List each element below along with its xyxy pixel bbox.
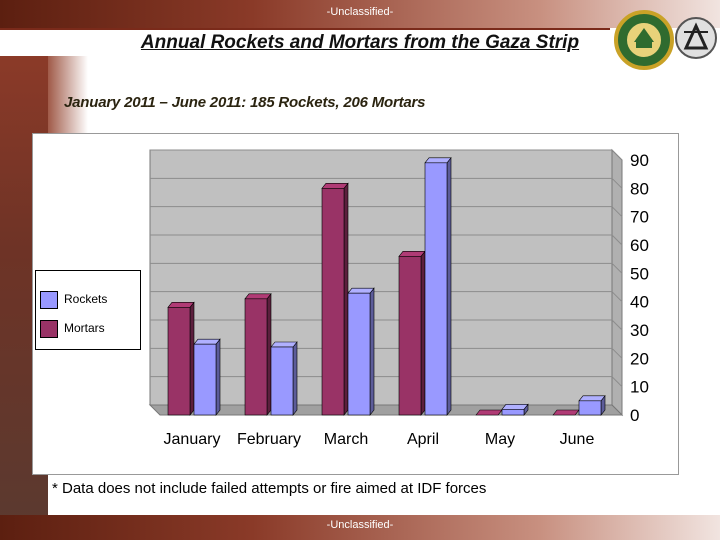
emblem-logo <box>614 10 717 70</box>
bar-side-rockets <box>446 156 452 416</box>
bar-top-mortars <box>167 302 195 308</box>
bar-side-rockets <box>369 287 375 416</box>
bottom-banner <box>0 515 720 540</box>
top-banner <box>0 0 720 28</box>
bar-rockets <box>578 400 602 416</box>
gridline-side <box>611 149 623 161</box>
x-tick-label: April <box>407 431 439 448</box>
legend-label-mortars: Mortars <box>64 321 105 335</box>
bar-side-rockets <box>215 338 221 416</box>
y-tick-label: 20 <box>630 349 649 368</box>
bar-rockets <box>270 346 294 416</box>
gridline-side <box>611 376 623 388</box>
gridline-side <box>611 291 623 303</box>
gridline-side <box>611 319 623 331</box>
x-tick-label: May <box>485 431 515 448</box>
chart-side-wall <box>611 148 623 417</box>
gridline-side <box>611 234 623 246</box>
page-title: Annual Rockets and Mortars from the Gaza… <box>140 32 580 53</box>
y-tick-label: 90 <box>630 151 649 170</box>
bar-top-rockets <box>270 341 298 348</box>
y-tick-label: 30 <box>630 321 649 340</box>
bar-top-rockets <box>424 157 452 164</box>
chart-floor <box>148 404 624 416</box>
bar-side-mortars <box>420 250 426 416</box>
bar-top-mortars <box>321 183 349 189</box>
bar-mortars <box>398 256 422 416</box>
y-tick-label: 60 <box>630 236 649 255</box>
footnote: * Data does not include failed attempts … <box>52 480 487 497</box>
bar-side-mortars <box>343 182 349 416</box>
legend-swatch-mortars <box>40 320 58 338</box>
chart-legend: Rockets Mortars <box>35 270 141 350</box>
legend-swatch-rockets <box>40 291 58 309</box>
bar-top-mortars <box>475 409 503 416</box>
bar-side-mortars <box>266 292 272 416</box>
classification-top: -Unclassified- <box>326 6 394 18</box>
y-tick-label: 40 <box>630 293 649 312</box>
bar-mortars <box>167 307 191 416</box>
y-tick-label: 10 <box>630 378 649 397</box>
bar-top-mortars <box>552 409 580 416</box>
y-tick-label: 50 <box>630 264 649 283</box>
y-tick-label: 0 <box>630 406 639 425</box>
bar-side-rockets <box>292 341 298 416</box>
bar-top-rockets <box>347 287 375 294</box>
gridline-side <box>611 206 623 218</box>
bar-top-rockets <box>578 395 606 402</box>
x-tick-label: March <box>324 431 368 448</box>
bar-top-rockets <box>501 404 529 410</box>
x-tick-label: February <box>237 431 301 448</box>
bar-top-mortars <box>398 251 426 257</box>
y-tick-label: 80 <box>630 179 649 198</box>
bar-top-rockets <box>193 338 221 345</box>
bar-mortars <box>321 188 345 416</box>
x-tick-label: June <box>560 431 595 448</box>
classification-bottom: -Unclassified- <box>326 519 394 531</box>
chart-subtitle: January 2011 – June 2011: 185 Rockets, 2… <box>64 94 426 111</box>
gridline-side <box>611 347 623 359</box>
gridline-side <box>611 262 623 274</box>
y-tick-label: 70 <box>630 208 649 227</box>
bar-top-mortars <box>244 293 272 300</box>
bar-mortars <box>244 298 268 416</box>
bar-side-mortars <box>189 301 195 416</box>
legend-label-rockets: Rockets <box>64 292 108 306</box>
bar-rockets <box>193 343 217 416</box>
x-tick-label: January <box>164 431 221 448</box>
bar-rockets <box>424 162 448 416</box>
gridline-side <box>611 177 623 189</box>
title-banner <box>0 28 610 58</box>
bar-rockets <box>347 292 371 416</box>
bar-rockets <box>501 409 525 416</box>
